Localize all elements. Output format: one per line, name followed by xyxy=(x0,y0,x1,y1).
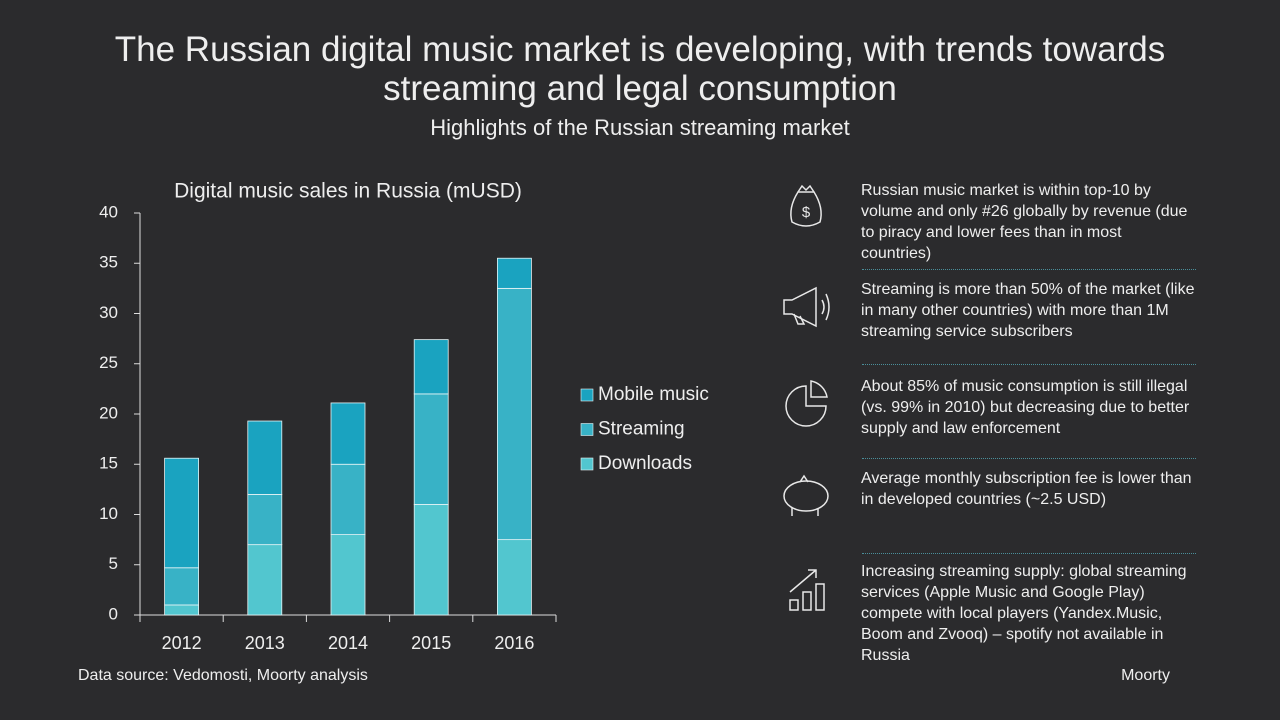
x-tick-label: 2014 xyxy=(328,633,368,653)
money-bag-icon: $ xyxy=(790,184,822,227)
megaphone-icon xyxy=(783,286,830,328)
brand: Moorty xyxy=(1121,667,1170,684)
y-tick-label: 10 xyxy=(99,504,118,523)
slide-subtitle: Highlights of the Russian streaming mark… xyxy=(430,115,850,140)
slide-title: The Russian digital music market is deve… xyxy=(114,30,1166,108)
bar-segment xyxy=(496,539,532,616)
y-tick-label: 30 xyxy=(99,303,118,322)
bar-segment xyxy=(413,393,449,505)
y-tick-label: 35 xyxy=(99,253,118,272)
x-tick-label: 2016 xyxy=(494,633,534,653)
y-tick-label: 20 xyxy=(99,403,118,422)
bar-segment xyxy=(496,287,532,541)
bar-segment xyxy=(330,463,366,535)
separator xyxy=(862,364,1196,365)
highlight-text: Streaming is more than 50% of the market… xyxy=(861,281,1195,340)
chart-title: Digital music sales in Russia (mUSD) xyxy=(174,180,522,203)
bar-segment xyxy=(330,534,366,616)
bar-segment xyxy=(496,257,532,289)
data-source: Data source: Vedomosti, Moorty analysis xyxy=(78,667,368,684)
y-tick-label: 5 xyxy=(109,554,118,573)
y-tick-label: 25 xyxy=(99,353,118,372)
x-tick-label: 2012 xyxy=(162,633,202,653)
highlight-text: Russian music market is within top-10 by… xyxy=(861,182,1188,262)
legend-swatch xyxy=(580,457,594,471)
y-tick-label: 40 xyxy=(99,202,118,221)
bar-segment xyxy=(247,544,283,616)
separator xyxy=(862,553,1196,554)
bar-segment xyxy=(330,402,366,465)
legend-swatch xyxy=(580,423,594,436)
highlight-text: Average monthly subscription fee is lowe… xyxy=(861,470,1192,508)
icons: $ xyxy=(783,184,830,611)
x-tick-label: 2015 xyxy=(411,633,451,653)
separator xyxy=(862,458,1196,459)
y-tick-label: 0 xyxy=(109,604,118,623)
legend-label: Downloads xyxy=(598,453,692,474)
x-tick-label: 2013 xyxy=(245,633,285,653)
bar-segment xyxy=(247,493,283,546)
bar-segment xyxy=(413,504,449,616)
bar-segment xyxy=(164,457,200,569)
y-tick-label: 15 xyxy=(99,454,118,473)
highlight-text: Increasing streaming supply: global stre… xyxy=(861,563,1187,664)
legend-swatch xyxy=(580,388,594,402)
highlight-text: About 85% of music consumption is still … xyxy=(861,378,1190,437)
legend-label: Mobile music xyxy=(598,384,709,405)
bar-segment xyxy=(164,567,200,606)
bar-segment xyxy=(164,604,200,616)
bar-segment xyxy=(413,339,449,395)
separator xyxy=(862,269,1196,270)
svg-text:$: $ xyxy=(802,204,811,221)
growth-icon xyxy=(789,569,825,611)
chart: Digital music sales in Russia (mUSD) 0 5 1… xyxy=(99,180,709,653)
bar-segment xyxy=(247,420,283,495)
pie-icon xyxy=(785,380,828,427)
legend-label: Streaming xyxy=(598,419,685,440)
piggy-icon xyxy=(783,474,829,516)
